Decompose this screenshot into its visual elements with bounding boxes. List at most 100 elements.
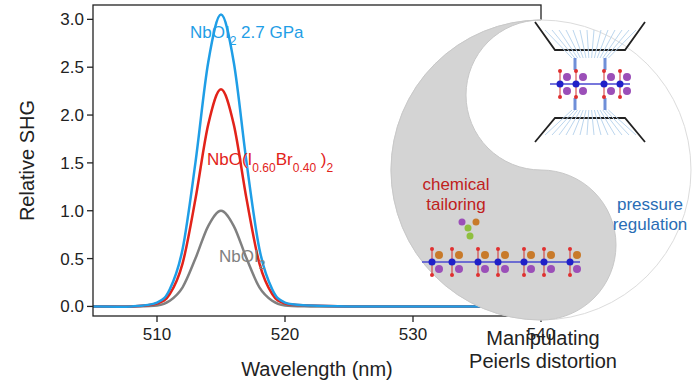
light-ray bbox=[573, 30, 583, 58]
oxygen bbox=[450, 247, 454, 251]
oxygen bbox=[430, 247, 434, 251]
y-tick bbox=[87, 67, 93, 68]
oxygen bbox=[430, 273, 434, 277]
subscript: 2 bbox=[259, 258, 266, 272]
niobium bbox=[475, 259, 482, 266]
halogen bbox=[579, 87, 587, 95]
light-ray bbox=[606, 110, 629, 135]
x-tick bbox=[412, 316, 413, 322]
series-label: NbOI2 bbox=[219, 247, 266, 272]
halogen bbox=[455, 251, 463, 259]
text-run: NbO(I bbox=[207, 150, 252, 169]
halogen bbox=[607, 73, 615, 81]
oxygen bbox=[602, 69, 606, 73]
niobium bbox=[557, 81, 564, 88]
oxygen bbox=[496, 247, 500, 251]
text-run: ) bbox=[316, 150, 326, 169]
panel-label: regulation bbox=[613, 215, 688, 234]
oxygen bbox=[542, 247, 546, 251]
gray-half bbox=[391, 20, 616, 320]
x-axis-label: Wavelength (nm) bbox=[241, 358, 393, 380]
dopant bbox=[459, 219, 466, 226]
light-ray bbox=[594, 110, 601, 135]
oxygen bbox=[496, 273, 500, 277]
light-ray bbox=[552, 110, 575, 135]
niobium bbox=[617, 81, 624, 88]
halogen bbox=[623, 87, 631, 95]
dopant bbox=[467, 233, 474, 240]
pressure-arrow bbox=[604, 58, 607, 70]
halogen bbox=[527, 251, 535, 259]
y-tick bbox=[87, 258, 93, 259]
x-tick bbox=[156, 316, 157, 322]
light-ray bbox=[592, 110, 594, 135]
light-ray bbox=[580, 30, 586, 58]
oxygen bbox=[618, 95, 622, 99]
oxygen bbox=[558, 95, 562, 99]
y-tick bbox=[87, 114, 93, 115]
x-tick-label: 530 bbox=[399, 325, 427, 344]
halogen bbox=[547, 265, 555, 273]
halogen bbox=[563, 87, 571, 95]
light-ray bbox=[594, 30, 601, 58]
niobium bbox=[429, 259, 436, 266]
oxygen bbox=[574, 95, 578, 99]
yin-yang bbox=[391, 20, 691, 320]
halogen bbox=[547, 251, 555, 259]
halogen bbox=[563, 73, 571, 81]
chain-molecule bbox=[422, 219, 581, 278]
oxygen bbox=[542, 273, 546, 277]
panel-label: pressure bbox=[617, 195, 683, 214]
halogen bbox=[455, 265, 463, 273]
y-tick-label: 0.5 bbox=[60, 250, 84, 269]
light-ray bbox=[573, 110, 583, 135]
halogen bbox=[573, 251, 581, 259]
halogen bbox=[579, 73, 587, 81]
halogen bbox=[607, 87, 615, 95]
halogen bbox=[435, 251, 443, 259]
halogen bbox=[623, 73, 631, 81]
halogen bbox=[501, 265, 509, 273]
y-tick bbox=[87, 210, 93, 211]
halogen bbox=[501, 251, 509, 259]
oxygen bbox=[476, 273, 480, 277]
dopant bbox=[473, 219, 480, 226]
pressure-arrow bbox=[574, 58, 577, 70]
light-ray bbox=[587, 110, 589, 135]
pressure-arrow bbox=[574, 98, 577, 110]
text-run: NbOI bbox=[190, 23, 230, 42]
dopant bbox=[465, 225, 472, 232]
y-tick-label: 0.0 bbox=[60, 297, 84, 316]
text-run: 2.7 GPa bbox=[236, 23, 304, 42]
series-label: NbOI2 2.7 GPa bbox=[190, 23, 304, 48]
niobium bbox=[521, 259, 528, 266]
outline bbox=[391, 20, 691, 320]
halogen bbox=[481, 265, 489, 273]
subscript: 0.40 bbox=[293, 161, 317, 175]
x-tick bbox=[284, 316, 285, 322]
y-tick-label: 3.0 bbox=[60, 10, 84, 29]
oxygen bbox=[568, 273, 572, 277]
anvil-bottom bbox=[535, 118, 645, 142]
light-ray bbox=[592, 30, 594, 58]
light-ray bbox=[580, 110, 586, 135]
oxygen bbox=[476, 247, 480, 251]
y-tick bbox=[87, 162, 93, 163]
subscript: 0.60 bbox=[252, 161, 276, 175]
halogen bbox=[527, 265, 535, 273]
y-tick bbox=[87, 19, 93, 20]
series-label: NbO(I0.60Br0.40 )2 bbox=[207, 150, 333, 175]
oxygen bbox=[558, 69, 562, 73]
pressure-cell bbox=[535, 22, 645, 142]
oxygen bbox=[522, 273, 526, 277]
niobium bbox=[601, 81, 608, 88]
panel-label: chemical bbox=[422, 175, 489, 194]
text-run: Br bbox=[276, 150, 293, 169]
oxygen bbox=[602, 95, 606, 99]
x-tick-label: 510 bbox=[143, 325, 171, 344]
panel-caption: Manipulating bbox=[486, 327, 599, 349]
niobium bbox=[567, 259, 574, 266]
niobium bbox=[495, 259, 502, 266]
anvil-top bbox=[535, 22, 645, 50]
y-tick-label: 2.5 bbox=[60, 58, 84, 77]
